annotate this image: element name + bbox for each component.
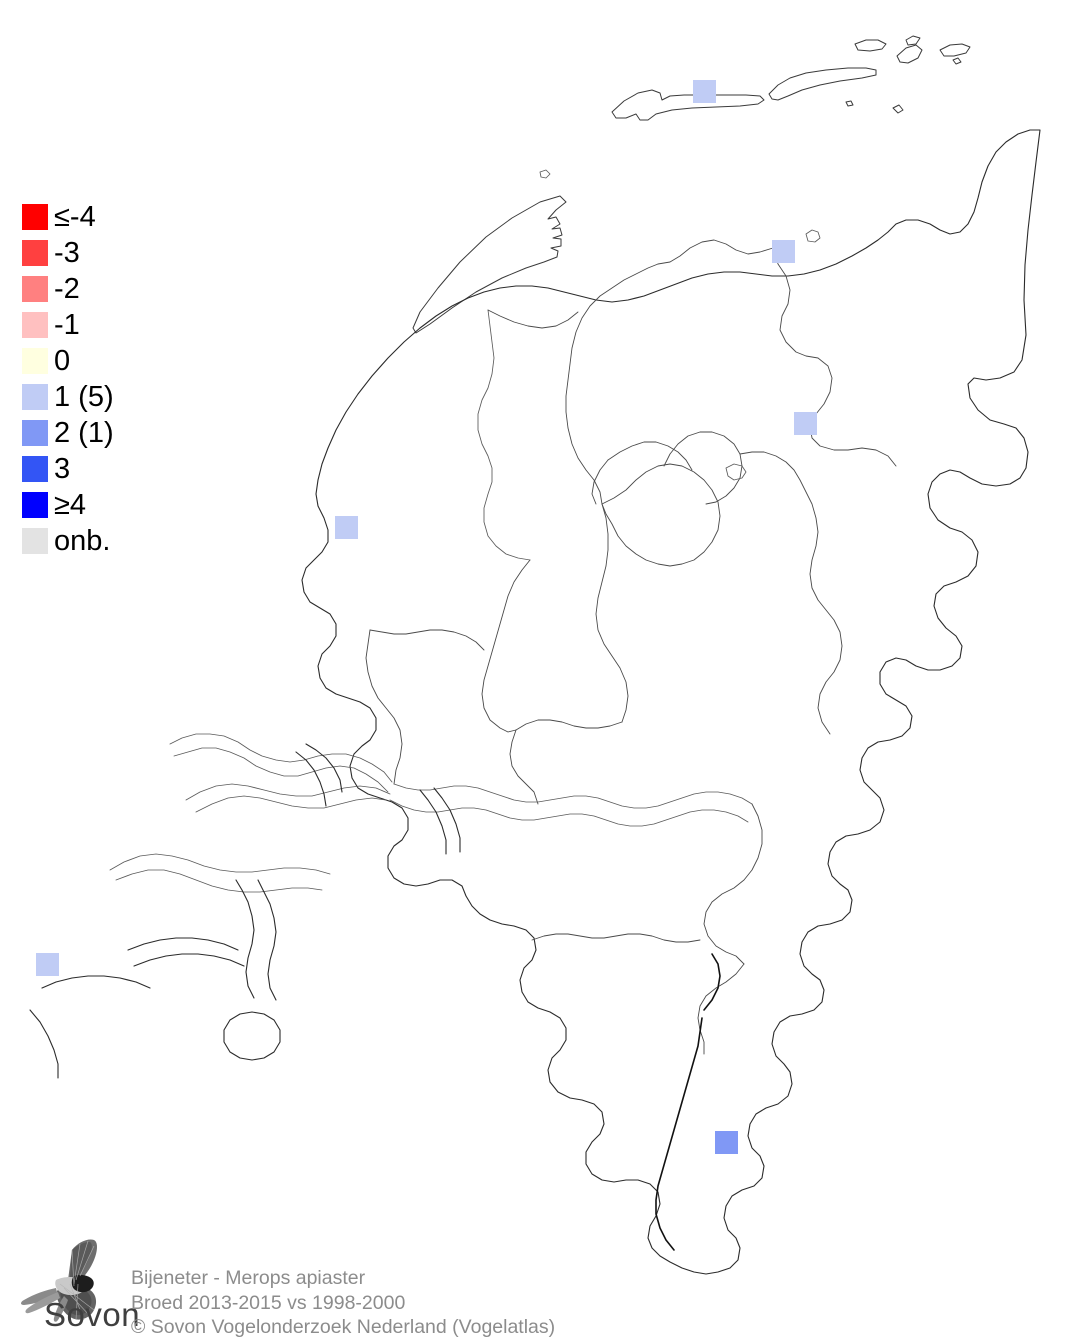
cell-groningen[interactable] <box>772 240 795 263</box>
inland-waters <box>539 169 821 481</box>
legend-minus3[interactable]: -3 <box>22 235 192 271</box>
rivers-and-delta <box>29 733 393 1079</box>
legend-minus2[interactable]: -2 <box>22 271 192 307</box>
credit-line-period: Broed 2013-2015 vs 1998-2000 <box>131 1291 406 1314</box>
legend-plus1-swatch <box>22 384 48 410</box>
legend-le-minus4-label: ≤-4 <box>54 200 96 233</box>
legend-zero-label: 0 <box>54 344 71 377</box>
legend-minus3-label: -3 <box>54 236 80 269</box>
mainland-coastline <box>301 129 1041 1275</box>
legend-minus2-label: -2 <box>54 272 80 305</box>
legend-le-minus4[interactable]: ≤-4 <box>22 199 192 235</box>
legend-unknown-label: onb. <box>54 524 111 557</box>
legend-plus1-label: 1 (5) <box>54 380 114 413</box>
cell-limburg[interactable] <box>715 1131 738 1154</box>
legend-minus1[interactable]: -1 <box>22 307 192 343</box>
cell-zeeuws-vlaanderen[interactable] <box>36 953 59 976</box>
credit-line-copyright: © Sovon Vogelonderzoek Nederland (Vogela… <box>131 1316 556 1338</box>
legend-unknown-swatch <box>22 528 48 554</box>
cell-wadden-vlieland[interactable] <box>693 80 716 103</box>
legend-zero[interactable]: 0 <box>22 343 192 379</box>
credits-block: Bijeneter - Merops apiaster Broed 2013-2… <box>131 1266 555 1340</box>
legend-minus2-swatch <box>22 276 48 302</box>
legend-minus1-label: -1 <box>54 308 80 341</box>
map-legend: ≤-4 -3 -2 -1 0 1 (5) 2 (1) 3 ≥4 onb. <box>22 199 192 559</box>
zeeland-detail <box>223 743 461 1061</box>
legend-ge-4[interactable]: ≥4 <box>22 487 192 523</box>
cell-noord-holland-kust[interactable] <box>335 516 358 539</box>
legend-plus3[interactable]: 3 <box>22 451 192 487</box>
legend-plus3-swatch <box>22 456 48 482</box>
legend-unknown[interactable]: onb. <box>22 523 192 559</box>
credit-line-species: Bijeneter - Merops apiaster <box>131 1267 366 1289</box>
legend-plus2-swatch <box>22 420 48 446</box>
footer: Sovon Bijeneter - Merops apiaster Broed … <box>0 1236 1074 1340</box>
legend-ge-4-label: ≥4 <box>54 488 87 521</box>
legend-minus1-swatch <box>22 312 48 338</box>
cell-drenthe-oost[interactable] <box>794 412 817 435</box>
legend-plus1[interactable]: 1 (5) <box>22 379 192 415</box>
sovon-logo: Sovon <box>20 1236 140 1336</box>
legend-plus2[interactable]: 2 (1) <box>22 415 192 451</box>
province-boundaries <box>365 239 897 1055</box>
wadden-islands <box>412 35 971 334</box>
legend-minus3-swatch <box>22 240 48 266</box>
legend-plus2-label: 2 (1) <box>54 416 114 449</box>
legend-le-minus4-swatch <box>22 204 48 230</box>
legend-ge-4-swatch <box>22 492 48 518</box>
legend-zero-swatch <box>22 348 48 374</box>
sovon-wordmark: Sovon <box>44 1296 141 1333</box>
legend-plus3-label: 3 <box>54 452 71 485</box>
maas-river <box>655 953 721 1251</box>
swallow-bird-icon <box>21 1239 97 1322</box>
